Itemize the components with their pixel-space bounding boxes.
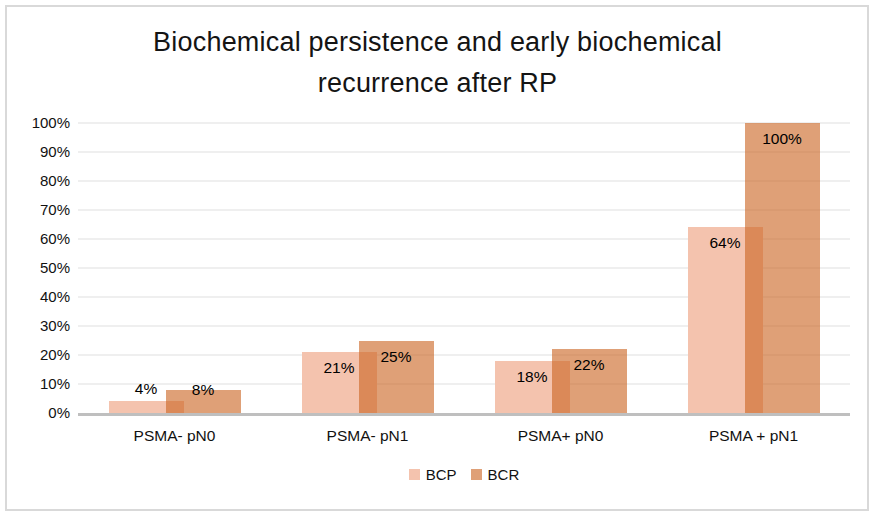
x-axis-category-label: PSMA+ pN0 [464, 425, 657, 447]
gridline [78, 151, 850, 153]
y-axis-tick-label: 40% [6, 287, 70, 307]
chart-title-line2: recurrence after RP [0, 63, 875, 104]
legend-label-bcr: BCR [488, 466, 520, 483]
x-axis-category-label: PSMA- pN0 [78, 425, 271, 447]
bar-value-label: 22% [554, 355, 624, 375]
y-axis: 0%10%20%30%40%50%60%70%80%90%100% [6, 123, 70, 413]
y-axis-tick-label: 30% [6, 316, 70, 336]
legend-label-bcp: BCP [426, 466, 457, 483]
x-axis-category-label: PSMA + pN1 [657, 425, 850, 447]
gridline [78, 122, 850, 124]
bar-bcr-psma+pn1 [745, 123, 820, 413]
y-axis-tick-label: 20% [6, 345, 70, 365]
bar-value-label: 8% [168, 380, 238, 400]
gridline [78, 209, 850, 211]
y-axis-tick-label: 90% [6, 142, 70, 162]
x-axis-category-label: PSMA- pN1 [271, 425, 464, 447]
plot-area: 4%8%21%25%18%22%64%100% [78, 123, 850, 413]
chart-title: Biochemical persistence and early bioche… [0, 22, 875, 104]
legend: BCP BCR [78, 466, 850, 483]
legend-swatch-bcr-icon [471, 469, 482, 480]
y-axis-tick-label: 10% [6, 374, 70, 394]
y-axis-tick-label: 60% [6, 229, 70, 249]
y-axis-tick-label: 70% [6, 200, 70, 220]
legend-swatch-bcp-icon [409, 469, 420, 480]
x-axis-line [78, 413, 850, 416]
chart-title-line1: Biochemical persistence and early bioche… [0, 22, 875, 63]
y-axis-tick-label: 100% [6, 113, 70, 133]
y-axis-tick-label: 80% [6, 171, 70, 191]
legend-item-bcr: BCR [471, 466, 520, 483]
bar-value-label: 100% [747, 129, 817, 149]
y-axis-tick-label: 0% [6, 403, 70, 423]
gridline [78, 180, 850, 182]
y-axis-tick-label: 50% [6, 258, 70, 278]
legend-item-bcp: BCP [409, 466, 457, 483]
bar-value-label: 25% [361, 347, 431, 367]
x-axis: PSMA- pN0PSMA- pN1PSMA+ pN0PSMA + pN1 [78, 425, 850, 447]
bar-value-label: 64% [690, 233, 760, 253]
